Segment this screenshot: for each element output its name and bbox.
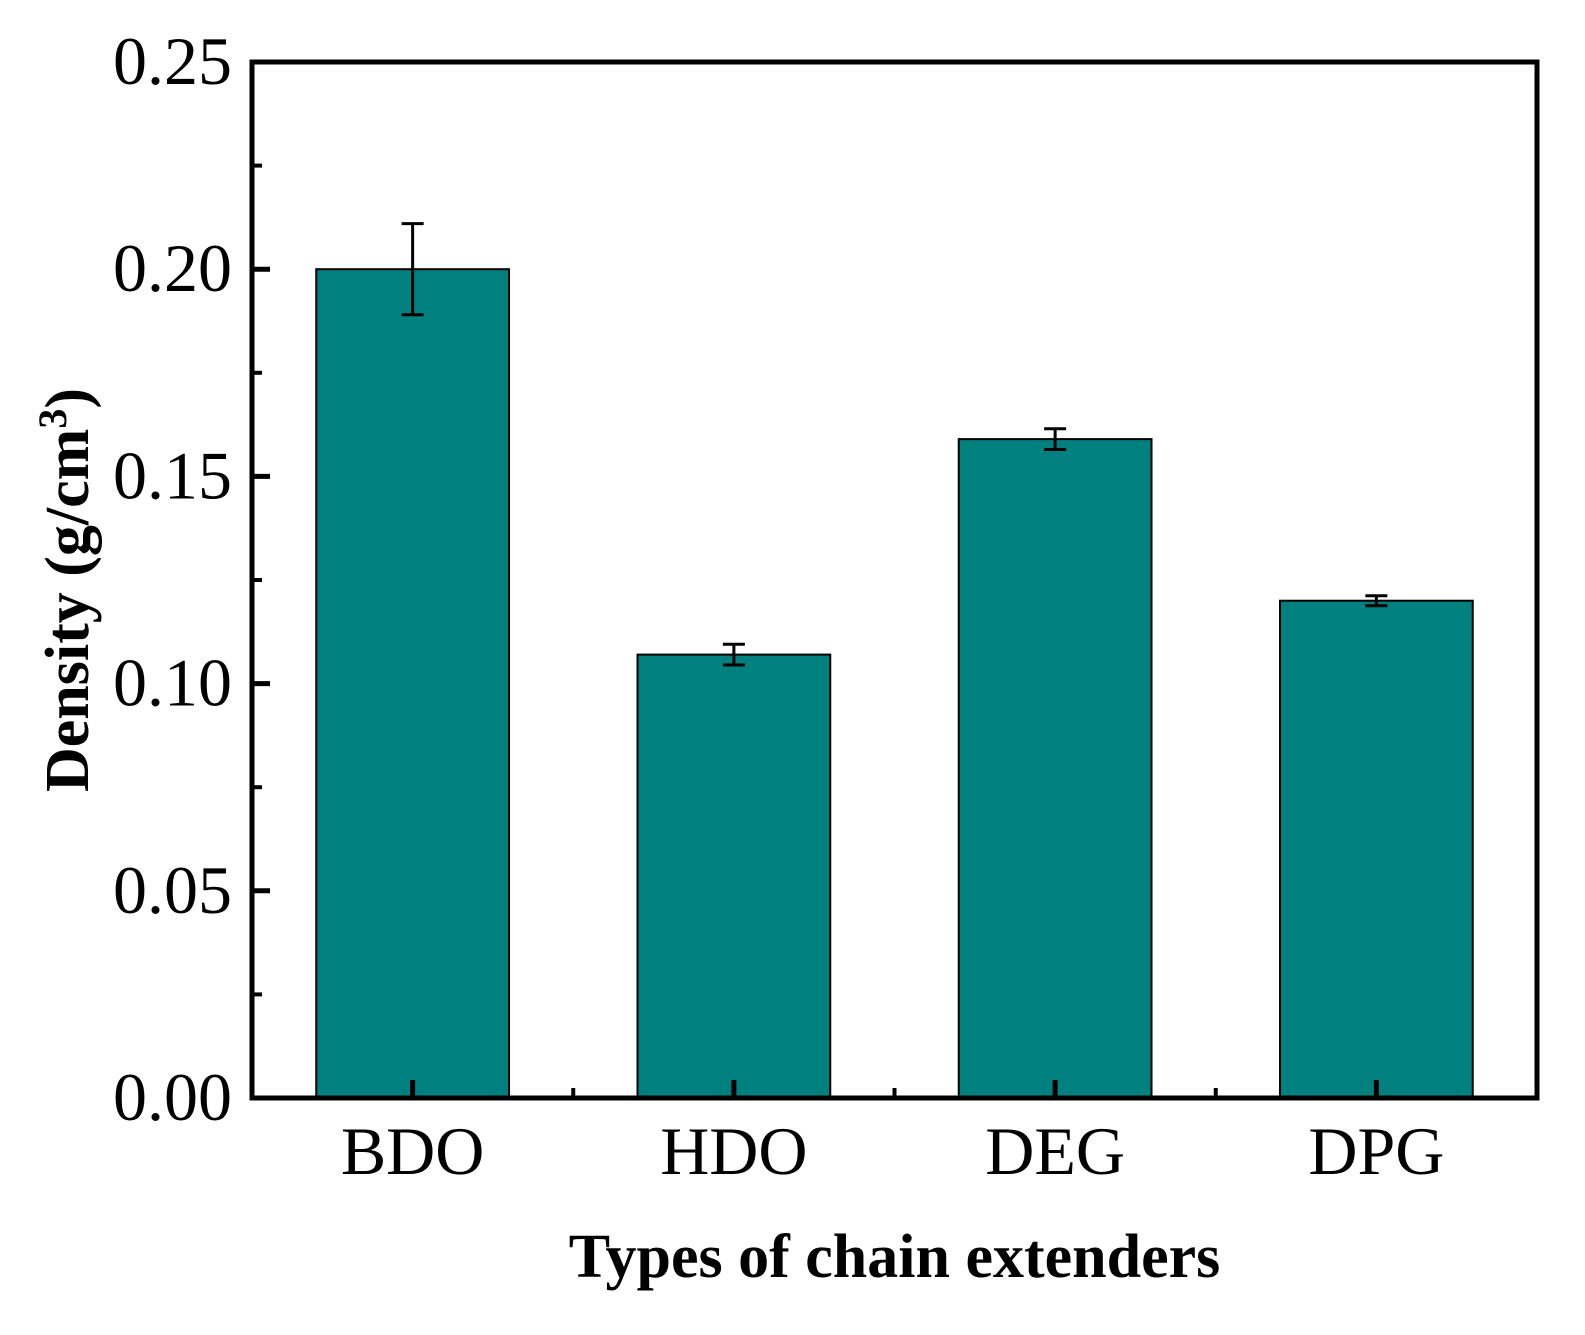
error-bar-hdo	[722, 642, 745, 667]
y-tick-label: 0.20	[113, 230, 232, 306]
bar-hdo	[636, 653, 832, 1099]
y-tick-label: 0.00	[113, 1059, 232, 1135]
bar-dpg	[1279, 599, 1474, 1099]
y-axis-title-close: )	[34, 388, 102, 409]
ticks-layer	[252, 59, 1379, 1101]
y-tick-labels: 0.00 0.05 0.10 0.15 0.20 0.25	[113, 23, 232, 1135]
y-axis-title-superscript: 3	[30, 409, 75, 429]
y-tick-label: 0.10	[113, 645, 232, 721]
bar-bdo	[315, 268, 510, 1099]
y-tick-label: 0.15	[113, 437, 232, 513]
error-bar-dpg	[1365, 594, 1388, 608]
y-tick-label: 0.25	[113, 23, 232, 99]
x-tick-label: DPG	[1308, 1113, 1444, 1189]
x-tick-labels: BDO HDO DEG DPG	[341, 1113, 1445, 1189]
x-tick-label: HDO	[660, 1113, 807, 1189]
y-axis-title: Density (g/cm3)	[30, 388, 102, 792]
y-tick-label: 0.05	[113, 852, 232, 928]
bar-deg	[957, 438, 1153, 1099]
error-bars-layer	[401, 222, 1388, 667]
error-bar-bdo	[401, 222, 424, 317]
x-tick-label: BDO	[341, 1113, 485, 1189]
error-bar-deg	[1044, 427, 1067, 451]
x-axis-title: Types of chain extenders	[569, 1223, 1221, 1291]
y-axis-title-main: Density (g/cm	[34, 429, 102, 792]
bars-layer	[315, 268, 1474, 1099]
x-tick-label: DEG	[985, 1113, 1125, 1189]
